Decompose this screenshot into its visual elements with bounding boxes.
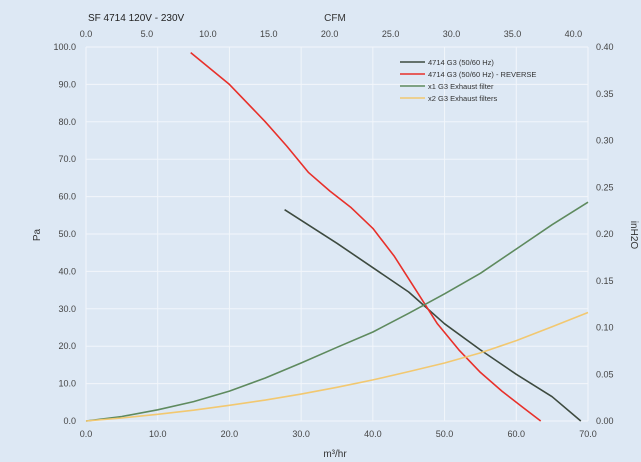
- y2-tick-label: 0.40: [596, 42, 614, 52]
- x2-tick-label: 0.0: [80, 29, 93, 39]
- x2-tick-label: 25.0: [382, 29, 400, 39]
- x-tick-label: 50.0: [436, 429, 454, 439]
- series-line-3: [85, 201, 589, 422]
- x2-tick-label: 20.0: [321, 29, 339, 39]
- x2-tick-label: 40.0: [565, 29, 583, 39]
- y2-tick-label: 0.10: [596, 323, 614, 333]
- series-line-4: [85, 311, 589, 422]
- x-tick-label: 70.0: [579, 429, 597, 439]
- y-tick-label: 90.0: [58, 79, 76, 89]
- x-tick-label: 40.0: [364, 429, 382, 439]
- x2-tick-label: 10.0: [199, 29, 217, 39]
- legend-label: 4714 G3 (50/60 Hz): [428, 58, 494, 67]
- x2-tick-label: 35.0: [504, 29, 522, 39]
- y2-tick-label: 0.20: [596, 229, 614, 239]
- y-axis-title: Pa: [32, 228, 43, 241]
- x-tick-label: 10.0: [149, 429, 167, 439]
- legend: 4714 G3 (50/60 Hz) 4714 G3 (50/60 Hz) - R…: [400, 58, 536, 103]
- y2-tick-label: 0.05: [596, 369, 614, 379]
- legend-label: x1 G3 Exhaust filter: [428, 82, 494, 91]
- y2-tick-label: 0.25: [596, 182, 614, 192]
- y2-tick-label: 0.35: [596, 89, 614, 99]
- series-group: [85, 51, 589, 422]
- x-tick-label: 20.0: [221, 429, 239, 439]
- y2-tick-label: 0.15: [596, 276, 614, 286]
- series-line-2: [190, 51, 542, 422]
- y-tick-label: 0.0: [63, 416, 76, 426]
- y-tick-label: 80.0: [58, 117, 76, 127]
- y-tick-label: 30.0: [58, 304, 76, 314]
- grid: [85, 46, 589, 422]
- y-tick-label: 10.0: [58, 379, 76, 389]
- y-tick-label: 100.0: [53, 42, 76, 52]
- y2-tick-label: 0.30: [596, 136, 614, 146]
- y-tick-label: 50.0: [58, 229, 76, 239]
- x2-tick-label: 30.0: [443, 29, 461, 39]
- chart-title: SF 4714 120V - 230V: [88, 13, 185, 24]
- y-tick-label: 20.0: [58, 341, 76, 351]
- x-tick-label: 60.0: [508, 429, 526, 439]
- legend-label: 4714 G3 (50/60 Hz) - REVERSE: [428, 70, 536, 79]
- y-tick-label: 40.0: [58, 266, 76, 276]
- x-axis-title: m³/hr: [323, 449, 347, 460]
- tick-labels: 0.0 10.0 20.0 30.0 40.0 50.0 60.0 70.0 80.0 90.0 1…: [53, 29, 613, 439]
- series-line-1: [284, 209, 582, 422]
- x2-tick-label: 5.0: [141, 29, 154, 39]
- x2-axis-title: CFM: [324, 13, 346, 24]
- y-tick-label: 60.0: [58, 192, 76, 202]
- y2-axis-title: inH2O: [628, 221, 639, 250]
- legend-label: x2 G3 Exhaust filters: [428, 94, 497, 103]
- x-tick-label: 0.0: [80, 429, 93, 439]
- y-tick-label: 70.0: [58, 154, 76, 164]
- x2-tick-label: 15.0: [260, 29, 278, 39]
- x-tick-label: 30.0: [292, 429, 310, 439]
- y2-tick-label: 0.00: [596, 416, 614, 426]
